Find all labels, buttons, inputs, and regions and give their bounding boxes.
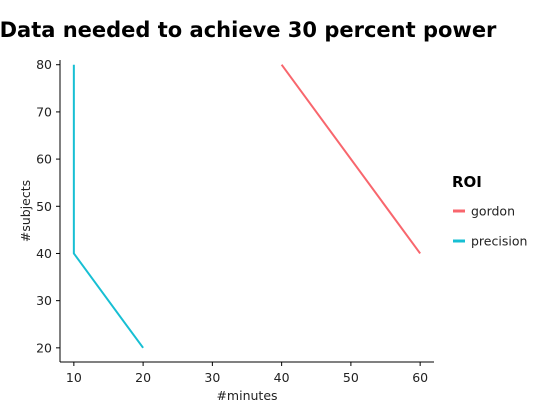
x-tick-label: 60 — [412, 370, 428, 385]
x-axis-label: #minutes — [216, 388, 277, 403]
plot-area: 10 20 30 40 50 60 20 30 40 50 60 70 80 — [36, 57, 434, 385]
y-tick-label: 70 — [36, 104, 52, 119]
y-tick-label: 30 — [36, 293, 52, 308]
series-line-gordon — [280, 64, 421, 255]
x-tick-label: 40 — [274, 370, 290, 385]
series-layer — [72, 64, 421, 349]
y-tick-label: 60 — [36, 152, 52, 167]
legend: ROI gordon precision — [452, 173, 527, 249]
x-tick-label: 20 — [135, 370, 151, 385]
legend-items: gordon precision — [453, 204, 527, 249]
y-axis-ticks: 20 30 40 50 60 70 80 — [36, 57, 60, 355]
x-tick-label: 10 — [66, 370, 82, 385]
x-axis-ticks: 10 20 30 40 50 60 — [66, 362, 428, 385]
y-tick-label: 50 — [36, 199, 52, 214]
y-tick-label: 40 — [36, 246, 52, 261]
y-axis-label: #subjects — [18, 180, 33, 242]
y-tick-label: 80 — [36, 57, 52, 72]
legend-title: ROI — [452, 173, 482, 191]
chart-title: Data needed to achieve 30 percent power — [0, 18, 497, 42]
y-tick-label: 20 — [36, 340, 52, 355]
series-line-precision — [72, 64, 144, 349]
legend-label-precision: precision — [471, 234, 527, 249]
x-tick-label: 30 — [204, 370, 220, 385]
x-tick-label: 50 — [343, 370, 359, 385]
legend-label-gordon: gordon — [471, 204, 515, 219]
